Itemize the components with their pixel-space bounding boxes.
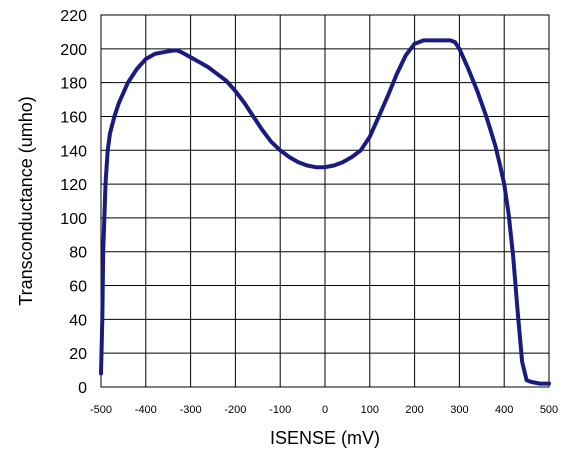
series-line xyxy=(99,38,551,386)
x-tick-label: 500 xyxy=(540,404,558,416)
x-tick-label: -500 xyxy=(90,404,112,416)
y-tick-label: 60 xyxy=(69,279,87,296)
data-series xyxy=(99,38,551,386)
y-tick-label: 20 xyxy=(69,346,87,363)
x-tick-label: -300 xyxy=(180,404,202,416)
y-tick-label: 140 xyxy=(60,143,87,160)
y-axis-title: Transconductance (umho) xyxy=(16,96,36,305)
x-tick-label: 200 xyxy=(405,404,423,416)
x-tick-label: 0 xyxy=(322,404,328,416)
x-tick-label: 300 xyxy=(450,404,468,416)
x-tick-label: -200 xyxy=(224,404,246,416)
y-tick-label: 40 xyxy=(69,312,87,329)
y-tick-label: 100 xyxy=(60,211,87,228)
x-tick-label: -100 xyxy=(269,404,291,416)
y-tick-label: 80 xyxy=(69,245,87,262)
x-axis-title: ISENSE (mV) xyxy=(270,428,380,448)
y-tick-label: 220 xyxy=(60,8,87,25)
grid-lines xyxy=(100,14,550,388)
y-tick-label: 120 xyxy=(60,177,87,194)
y-tick-label: 180 xyxy=(60,76,87,93)
x-tick-label: 400 xyxy=(495,404,513,416)
y-tick-label: 160 xyxy=(60,109,87,126)
tick-labels: -500 -400 -300 -200 -100 0 100 200 300 400 500 0 20 4… xyxy=(60,8,558,416)
y-tick-label: 200 xyxy=(60,42,87,59)
x-tick-label: -400 xyxy=(135,404,157,416)
plot-frame xyxy=(100,14,550,388)
y-tick-label: 0 xyxy=(78,380,87,397)
x-tick-label: 100 xyxy=(361,404,379,416)
